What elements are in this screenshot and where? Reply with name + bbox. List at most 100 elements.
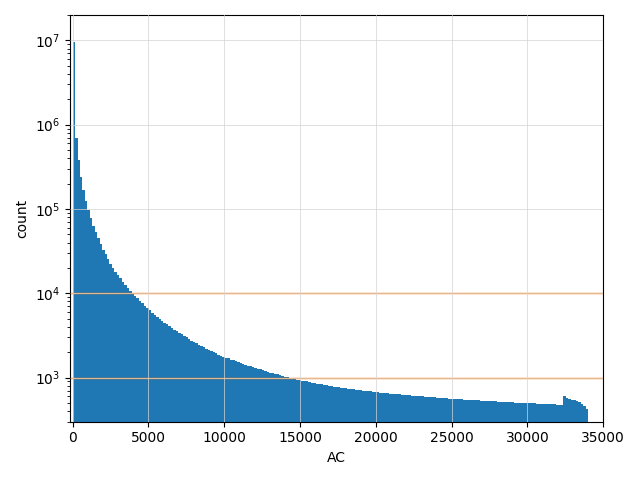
Bar <box>154 314 156 480</box>
Bar <box>330 386 333 480</box>
Bar <box>178 333 180 480</box>
Bar <box>173 330 176 480</box>
Bar <box>338 387 340 480</box>
Bar <box>266 372 269 480</box>
Bar <box>163 323 166 480</box>
Bar <box>264 371 266 480</box>
Bar <box>488 401 490 480</box>
Bar <box>161 321 163 480</box>
Bar <box>399 395 401 480</box>
Bar <box>480 401 483 480</box>
Bar <box>335 387 338 480</box>
Bar <box>369 392 372 480</box>
Bar <box>431 397 433 480</box>
Bar <box>247 366 250 480</box>
Bar <box>212 352 215 480</box>
Bar <box>191 341 193 480</box>
Bar <box>438 398 441 480</box>
Bar <box>445 398 448 480</box>
Bar <box>563 396 566 480</box>
Bar <box>340 388 342 480</box>
Bar <box>80 177 83 480</box>
Bar <box>492 401 495 480</box>
Bar <box>470 400 472 480</box>
Bar <box>355 390 357 480</box>
Bar <box>509 402 512 480</box>
Bar <box>227 359 230 480</box>
Bar <box>284 376 286 480</box>
Bar <box>193 342 195 480</box>
Bar <box>547 404 548 480</box>
Bar <box>382 393 384 480</box>
Bar <box>316 384 318 480</box>
Bar <box>254 368 257 480</box>
Bar <box>151 312 154 480</box>
Bar <box>308 382 310 480</box>
Bar <box>97 238 100 480</box>
Bar <box>230 360 232 480</box>
Bar <box>541 404 544 480</box>
Bar <box>568 399 571 480</box>
Bar <box>561 405 563 480</box>
Bar <box>475 400 477 480</box>
Bar <box>441 398 443 480</box>
Bar <box>377 392 380 480</box>
Bar <box>580 404 583 480</box>
Bar <box>186 337 188 480</box>
Bar <box>397 394 399 480</box>
Bar <box>289 378 291 480</box>
Bar <box>551 404 554 480</box>
Bar <box>242 364 244 480</box>
Bar <box>413 396 416 480</box>
Bar <box>269 372 271 480</box>
Bar <box>548 404 551 480</box>
Bar <box>220 356 222 480</box>
Bar <box>235 361 237 480</box>
Bar <box>571 399 573 480</box>
Bar <box>239 363 242 480</box>
Bar <box>394 394 397 480</box>
Bar <box>257 369 259 480</box>
Bar <box>497 402 500 480</box>
Bar <box>424 396 426 480</box>
Bar <box>534 404 536 480</box>
Bar <box>522 403 524 480</box>
Bar <box>495 401 497 480</box>
Bar <box>144 306 147 480</box>
Bar <box>389 394 392 480</box>
Bar <box>75 138 77 480</box>
Bar <box>104 254 107 480</box>
Bar <box>139 301 141 480</box>
Bar <box>524 403 527 480</box>
Bar <box>468 400 470 480</box>
Bar <box>109 264 112 480</box>
Bar <box>536 404 539 480</box>
Bar <box>353 389 355 480</box>
Bar <box>148 310 151 480</box>
Bar <box>156 317 159 480</box>
Bar <box>107 259 109 480</box>
Bar <box>207 350 210 480</box>
Bar <box>463 399 465 480</box>
Bar <box>313 383 316 480</box>
Bar <box>416 396 419 480</box>
Bar <box>380 393 382 480</box>
Bar <box>171 328 173 480</box>
Bar <box>210 351 212 480</box>
Bar <box>117 275 119 480</box>
Bar <box>559 405 561 480</box>
Bar <box>310 383 313 480</box>
Bar <box>527 403 529 480</box>
Bar <box>237 362 239 480</box>
Bar <box>490 401 492 480</box>
Bar <box>83 190 85 480</box>
Bar <box>183 336 186 480</box>
Bar <box>134 296 136 480</box>
Bar <box>515 403 517 480</box>
Bar <box>472 400 475 480</box>
Bar <box>348 389 350 480</box>
Y-axis label: count: count <box>15 199 29 238</box>
Bar <box>122 282 124 480</box>
Bar <box>453 399 456 480</box>
X-axis label: AC: AC <box>327 451 346 465</box>
